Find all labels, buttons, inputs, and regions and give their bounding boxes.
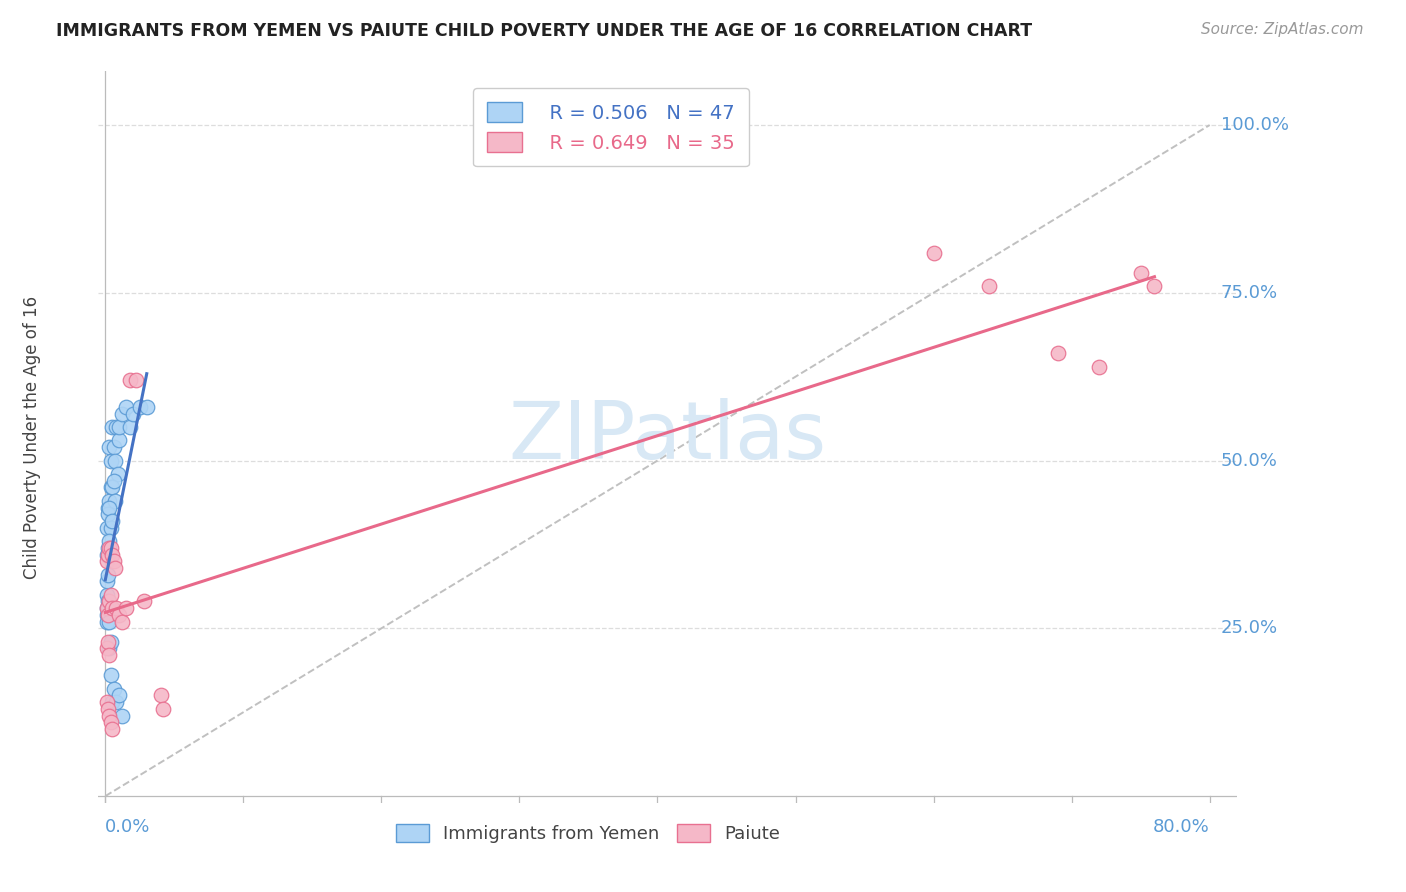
Point (135, 400, 157, 414)
Point (100, 715, 122, 730)
Point (97, 607, 120, 622)
Point (115, 601, 138, 615)
Point (105, 601, 128, 615)
Point (96, 695, 118, 709)
Point (103, 681, 125, 696)
Point (96, 601, 118, 615)
Point (97, 634, 120, 648)
Point (100, 453, 122, 467)
Point (96, 641, 118, 656)
Point (100, 521, 122, 535)
Text: Source: ZipAtlas.com: Source: ZipAtlas.com (1201, 22, 1364, 37)
Text: Child Poverty Under the Age of 16: Child Poverty Under the Age of 16 (22, 295, 41, 579)
Text: 75.0%: 75.0% (1220, 284, 1278, 301)
Text: IMMIGRANTS FROM YEMEN VS PAIUTE CHILD POVERTY UNDER THE AGE OF 16 CORRELATION CH: IMMIGRANTS FROM YEMEN VS PAIUTE CHILD PO… (56, 22, 1032, 40)
Point (108, 607, 131, 622)
Text: 25.0%: 25.0% (1220, 619, 1278, 637)
Point (97, 607, 120, 622)
Text: 80.0%: 80.0% (1153, 818, 1209, 837)
Point (98, 493, 121, 508)
Point (111, 615, 134, 629)
Point (96, 521, 118, 535)
Point (105, 420, 128, 434)
Point (98, 534, 121, 549)
Point (97, 702, 120, 716)
Point (97, 508, 120, 522)
Point (103, 440, 125, 454)
Point (98, 708, 121, 723)
Point (96, 574, 118, 589)
Point (98, 615, 121, 629)
Point (1046, 346, 1069, 360)
Point (108, 420, 131, 434)
Point (108, 689, 131, 703)
Point (100, 588, 122, 602)
Point (100, 668, 122, 682)
Point (120, 420, 142, 434)
Point (100, 634, 122, 648)
Point (101, 548, 124, 562)
Point (96, 588, 118, 602)
Point (101, 601, 124, 615)
Point (96, 548, 118, 562)
Point (107, 467, 129, 481)
Point (98, 594, 121, 608)
Point (98, 641, 121, 656)
Point (96, 615, 118, 629)
Point (104, 561, 127, 575)
Point (101, 420, 124, 434)
Point (101, 514, 124, 528)
Point (115, 400, 138, 414)
Point (149, 689, 172, 703)
Point (97, 601, 120, 615)
Point (120, 373, 142, 387)
Point (1143, 279, 1166, 293)
Point (104, 453, 127, 467)
Point (97, 500, 120, 515)
Point (922, 245, 945, 260)
Point (1129, 266, 1152, 280)
Point (105, 695, 128, 709)
Point (97, 548, 120, 562)
Point (104, 493, 127, 508)
Point (98, 500, 121, 515)
Point (122, 407, 145, 421)
Text: 0.0%: 0.0% (105, 818, 150, 837)
Point (1088, 359, 1111, 374)
Point (101, 722, 124, 736)
Point (101, 695, 124, 709)
Point (97, 594, 120, 608)
Point (111, 708, 134, 723)
Text: ZIPatlas: ZIPatlas (509, 398, 827, 476)
Point (101, 480, 124, 494)
Point (100, 541, 122, 555)
Point (111, 407, 134, 421)
Point (97, 541, 120, 555)
Legend: Immigrants from Yemen, Paiute: Immigrants from Yemen, Paiute (387, 815, 789, 852)
Point (98, 440, 121, 454)
Point (103, 474, 125, 488)
Point (97, 567, 120, 582)
Point (100, 480, 122, 494)
Point (103, 554, 125, 568)
Point (98, 541, 121, 555)
Point (132, 594, 155, 608)
Text: 50.0%: 50.0% (1220, 451, 1278, 469)
Point (152, 702, 174, 716)
Text: 100.0%: 100.0% (1220, 116, 1289, 134)
Point (98, 648, 121, 662)
Point (96, 554, 118, 568)
Point (128, 400, 150, 414)
Point (125, 373, 148, 387)
Point (96, 601, 118, 615)
Point (977, 279, 1000, 293)
Point (108, 434, 131, 448)
Point (96, 607, 118, 622)
